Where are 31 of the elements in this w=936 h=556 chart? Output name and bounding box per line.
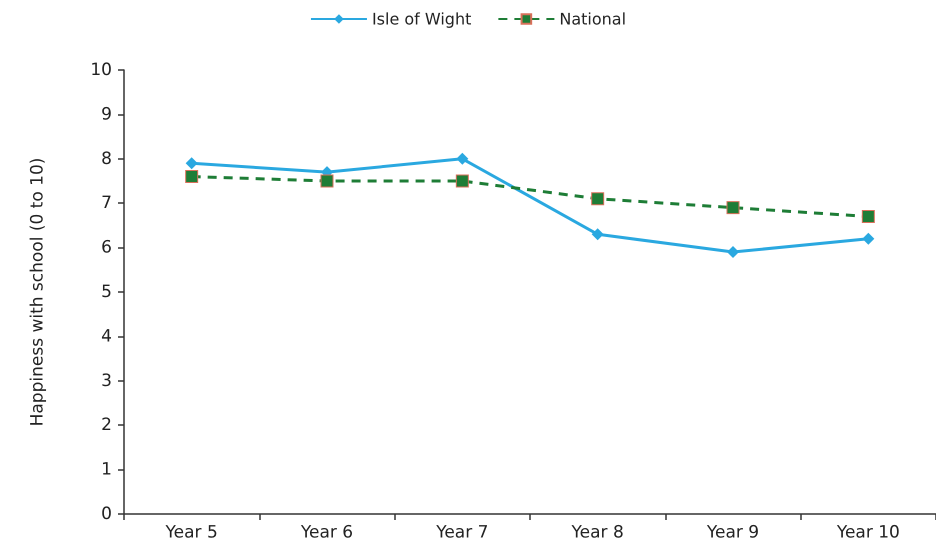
y-tick-label: 10: [90, 60, 112, 80]
x-tick-label: Year 6: [300, 522, 354, 542]
x-tick-label: Year 8: [570, 522, 624, 542]
point: [862, 210, 875, 224]
point: [456, 174, 469, 188]
y-tick-label: 6: [101, 238, 112, 258]
x-tick-label: Year 9: [706, 522, 760, 542]
y-tick-label: 7: [101, 193, 112, 214]
y-axis-title: Happiness with school (0 to 10): [28, 158, 48, 426]
legend-label: Isle of Wight: [372, 10, 472, 28]
point: [456, 152, 468, 165]
y-tick-label: 3: [101, 370, 112, 391]
point: [862, 232, 874, 245]
y-tick-label: 0: [101, 504, 112, 524]
point: [185, 170, 198, 184]
y-tick-label: 9: [101, 104, 112, 124]
point: [726, 201, 740, 214]
y-tick-label: 5: [101, 282, 112, 302]
y-tick-label: 8: [101, 148, 112, 169]
point: [727, 246, 739, 258]
x-tick-label: Year 10: [836, 522, 900, 542]
point: [591, 192, 604, 206]
point: [592, 228, 604, 240]
legend-label: National: [559, 10, 626, 28]
y-tick-label: 1: [101, 460, 112, 480]
y-tick-label: 2: [101, 415, 112, 436]
point: [186, 157, 198, 170]
x-tick-label: Year 7: [435, 522, 488, 542]
point: [320, 174, 334, 188]
y-tick-label: 4: [101, 326, 112, 346]
x-tick-label: Year 5: [164, 522, 218, 542]
